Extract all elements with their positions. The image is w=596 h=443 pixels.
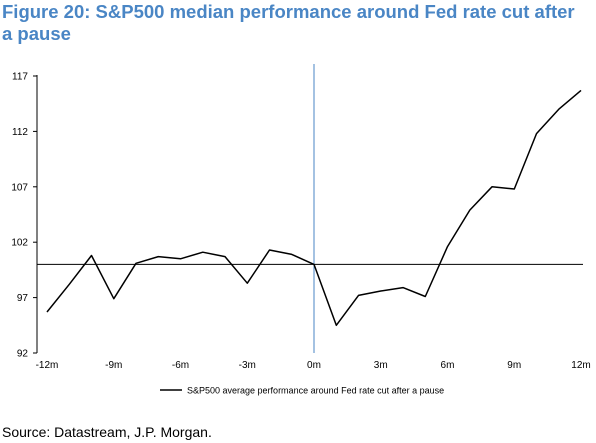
line-chart: 92 97 102 107 112 117 -12m -9m -6m -3m 0m 3m 6m 9m 12m…: [11, 64, 591, 396]
y-tick-label: 112: [12, 127, 28, 138]
x-tick-label: -9m: [105, 360, 122, 371]
y-tick-label: 97: [17, 293, 29, 304]
x-tick-label: -6m: [172, 360, 189, 371]
y-tick-label: 92: [17, 349, 29, 360]
source-note: Source: Datastream, J.P. Morgan.: [2, 424, 212, 440]
y-tick-label: 117: [12, 72, 28, 83]
x-tick-label: 12m: [571, 360, 590, 371]
x-tick-label: 3m: [374, 360, 388, 371]
x-tick-label: 9m: [507, 360, 521, 371]
x-tick-label: 0m: [307, 360, 321, 371]
x-tick-label: -12m: [36, 360, 59, 371]
plot-area: 92 97 102 107 112 117 -12m -9m -6m -3m 0m 3m 6m 9m 12m: [11, 64, 591, 371]
legend-label: S&P500 average performance around Fed ra…: [187, 386, 444, 396]
legend: S&P500 average performance around Fed ra…: [160, 386, 444, 396]
chart-title: Figure 20: S&P500 median performance aro…: [2, 1, 575, 44]
y-tick-label: 102: [11, 238, 28, 249]
x-tick-label: -3m: [239, 360, 256, 371]
y-tick-label: 107: [11, 182, 28, 193]
x-tick-label: 6m: [441, 360, 455, 371]
